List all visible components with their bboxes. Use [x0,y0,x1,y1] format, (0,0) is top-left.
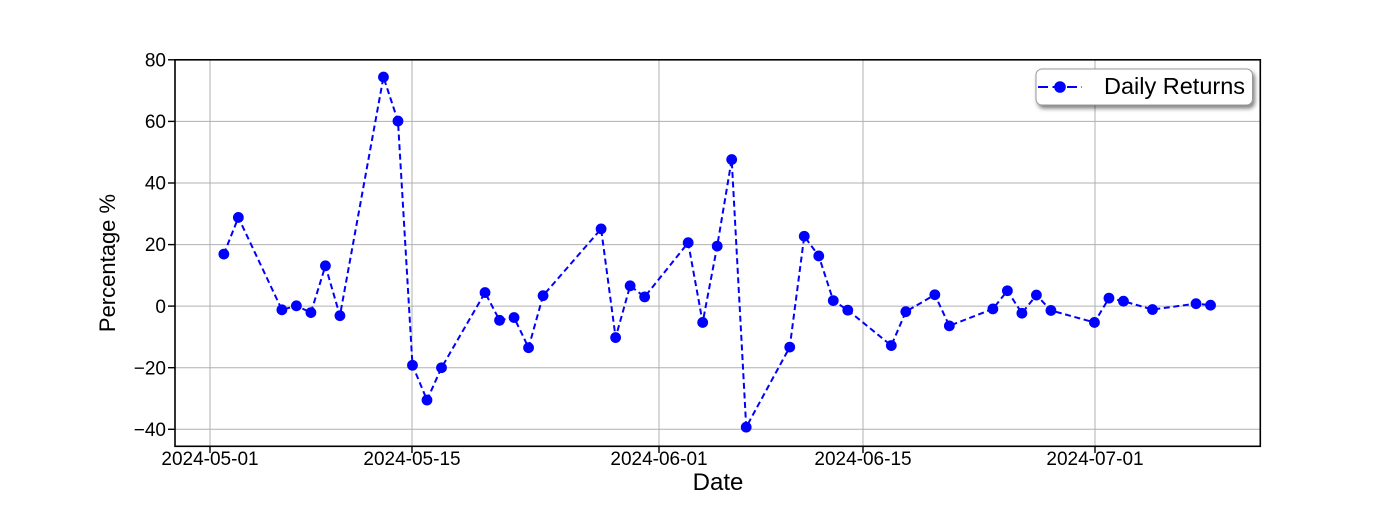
svg-text:Date: Date [693,469,744,496]
svg-text:40: 40 [145,174,166,195]
svg-text:80: 80 [145,51,166,72]
svg-text:Daily Returns: Daily Returns [1104,73,1245,99]
svg-text:Percentage %: Percentage % [95,194,120,332]
svg-text:2024-05-15: 2024-05-15 [363,449,460,470]
svg-text:−40: −40 [134,420,166,441]
svg-text:2024-05-01: 2024-05-01 [161,449,258,470]
svg-text:2024-06-15: 2024-06-15 [814,449,911,470]
svg-text:60: 60 [145,112,166,133]
svg-text:−20: −20 [134,358,166,379]
svg-text:2024-06-01: 2024-06-01 [610,449,707,470]
svg-text:0: 0 [155,297,166,318]
svg-text:2024-07-01: 2024-07-01 [1046,449,1143,470]
svg-text:20: 20 [145,235,166,256]
